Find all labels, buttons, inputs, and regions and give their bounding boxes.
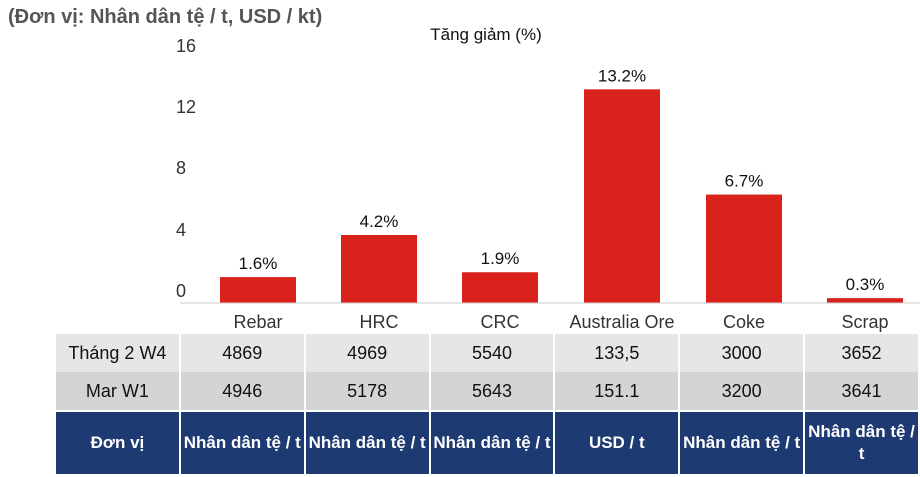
unit-cell: Nhân dân tệ / t (804, 410, 920, 474)
bar-scrap (827, 298, 903, 303)
data-label: 6.7% (725, 172, 764, 191)
table-cell: 133,5 (554, 334, 681, 372)
bar-rebar (220, 277, 296, 303)
data-table: Tháng 2 W4 4869 4969 5540 133,5 3000 365… (56, 334, 920, 474)
chart-title: Tăng giảm (%) (430, 25, 541, 44)
y-tick-label: 4 (176, 220, 186, 240)
table-cell: 4969 (304, 334, 431, 372)
y-tick-label: 16 (176, 36, 196, 56)
data-label: 1.9% (481, 249, 520, 268)
data-label: 13.2% (598, 66, 646, 85)
table-row-thang2w4: Tháng 2 W4 4869 4969 5540 133,5 3000 365… (56, 334, 920, 372)
category-labels-group: Rebar HRC CRC Australia Ore Coke Scrap (233, 312, 888, 332)
table-cell: 5178 (304, 372, 431, 411)
unit-cell: Nhân dân tệ / t (429, 410, 556, 474)
y-axis-ticks: 0 4 8 12 16 (176, 36, 196, 301)
table-cell: 5643 (429, 372, 556, 411)
unit-cell: Nhân dân tệ / t (679, 410, 806, 474)
data-labels-group: 1.6% 4.2% 1.9% 13.2% 6.7% 0.3% (239, 66, 885, 294)
table-cell: 3000 (679, 334, 806, 372)
category-label: HRC (360, 312, 399, 332)
category-label: Coke (723, 312, 765, 332)
bar-coke (706, 194, 782, 303)
row-label: Tháng 2 W4 (56, 334, 181, 372)
category-label: CRC (481, 312, 520, 332)
table-cell: 4946 (179, 372, 306, 411)
data-label: 4.2% (360, 212, 399, 231)
bar-chart: Tăng giảm (%) 0 4 8 12 16 1.6% 4.2% 1.9% 13.2% 6… (176, 25, 920, 332)
data-label: 0.3% (846, 275, 885, 294)
table-cell: 3652 (804, 334, 920, 372)
category-label: Rebar (233, 312, 282, 332)
unit-title: (Đơn vị: Nhân dân tệ / t, USD / kt) (8, 6, 323, 28)
row-label: Mar W1 (56, 372, 181, 411)
unit-cell: USD / t (554, 410, 681, 474)
data-label: 1.6% (239, 254, 278, 273)
bar-australia-ore (584, 89, 660, 303)
table-cell: 3641 (804, 372, 920, 411)
bars-group (220, 89, 903, 303)
category-label: Australia Ore (569, 312, 674, 332)
y-tick-label: 0 (176, 281, 186, 301)
table-cell: 3200 (679, 372, 806, 411)
unit-cell: Nhân dân tệ / t (304, 410, 431, 474)
category-label: Scrap (841, 312, 888, 332)
row-label: Đơn vị (56, 410, 181, 474)
unit-cell: Nhân dân tệ / t (179, 410, 306, 474)
y-tick-label: 8 (176, 158, 186, 178)
bar-hrc (341, 235, 417, 303)
table-row-marw1: Mar W1 4946 5178 5643 151.1 3200 3641 (56, 372, 920, 411)
table-cell: 151.1 (554, 372, 681, 411)
table-cell: 4869 (179, 334, 306, 372)
table-cell: 5540 (429, 334, 556, 372)
table-row-unit: Đơn vị Nhân dân tệ / t Nhân dân tệ / t N… (56, 410, 920, 474)
y-tick-label: 12 (176, 97, 196, 117)
bar-crc (462, 272, 538, 303)
